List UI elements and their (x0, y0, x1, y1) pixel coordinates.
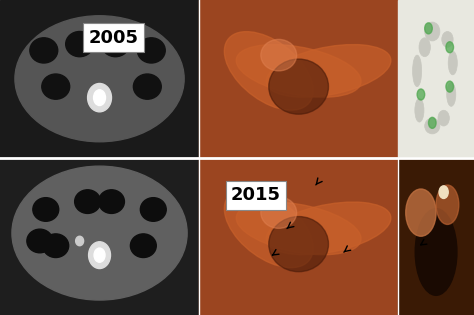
Ellipse shape (130, 234, 156, 258)
Ellipse shape (224, 32, 313, 110)
Ellipse shape (415, 209, 457, 295)
Ellipse shape (15, 16, 184, 142)
Ellipse shape (30, 38, 58, 63)
Ellipse shape (439, 186, 448, 198)
Ellipse shape (266, 202, 391, 255)
Ellipse shape (419, 38, 430, 57)
Ellipse shape (446, 81, 454, 92)
Ellipse shape (66, 32, 93, 57)
Ellipse shape (137, 38, 165, 63)
Ellipse shape (74, 190, 100, 214)
Ellipse shape (88, 83, 111, 112)
Ellipse shape (12, 166, 187, 300)
Ellipse shape (412, 55, 422, 87)
Ellipse shape (425, 23, 432, 34)
Ellipse shape (261, 39, 297, 71)
Ellipse shape (446, 42, 454, 53)
Ellipse shape (94, 248, 105, 262)
Ellipse shape (236, 44, 361, 97)
Ellipse shape (266, 44, 391, 97)
Ellipse shape (417, 89, 425, 100)
Ellipse shape (42, 74, 70, 99)
Ellipse shape (415, 98, 424, 122)
Ellipse shape (236, 202, 361, 255)
Ellipse shape (269, 217, 328, 272)
Ellipse shape (438, 110, 449, 126)
Ellipse shape (448, 51, 457, 75)
Ellipse shape (27, 229, 53, 253)
Ellipse shape (428, 117, 436, 129)
Ellipse shape (33, 198, 59, 221)
Ellipse shape (224, 189, 313, 268)
Bar (199, 158, 398, 315)
Ellipse shape (436, 185, 459, 224)
Ellipse shape (261, 197, 297, 228)
Bar (398, 158, 474, 315)
Ellipse shape (101, 32, 129, 57)
Ellipse shape (425, 118, 440, 134)
Ellipse shape (406, 189, 436, 236)
Text: 2015: 2015 (231, 186, 281, 204)
Bar (398, 0, 474, 158)
Ellipse shape (447, 83, 456, 106)
Ellipse shape (140, 198, 166, 221)
Ellipse shape (99, 190, 124, 214)
Ellipse shape (89, 242, 110, 268)
Ellipse shape (442, 32, 453, 47)
Ellipse shape (76, 236, 83, 246)
Ellipse shape (93, 90, 106, 106)
Bar (0, 158, 199, 315)
Bar (199, 0, 398, 158)
Ellipse shape (269, 59, 328, 114)
Ellipse shape (425, 22, 440, 41)
Text: 2005: 2005 (89, 29, 139, 47)
Ellipse shape (43, 234, 69, 258)
Ellipse shape (133, 74, 161, 99)
Bar (0, 0, 199, 158)
